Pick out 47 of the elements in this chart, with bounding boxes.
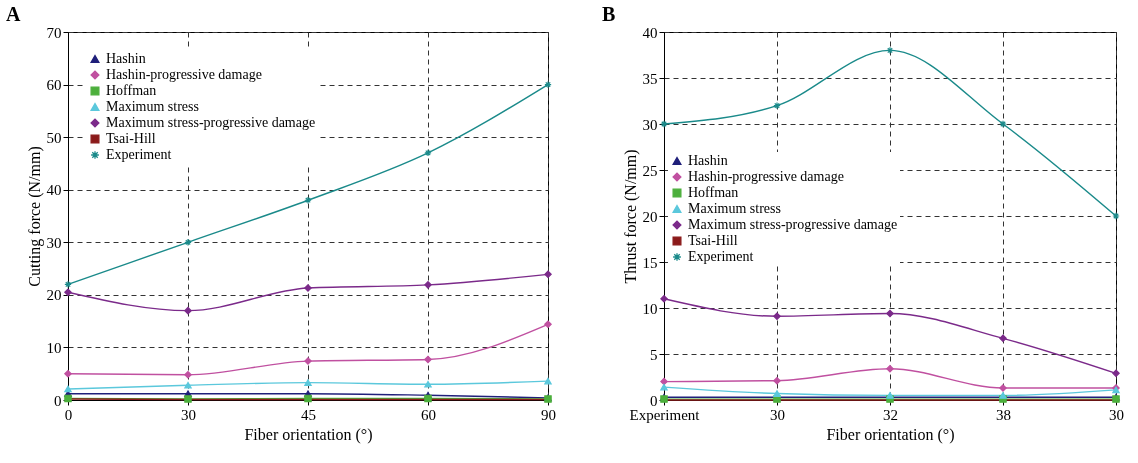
y-tick-label: 15: [642, 254, 658, 271]
y-tick-label: 25: [642, 162, 658, 179]
y-tick-label: 10: [642, 300, 658, 317]
x-tick-label: 30: [770, 406, 785, 423]
y-tick-label: 0: [650, 392, 658, 409]
y-tick-label: 10: [46, 339, 62, 356]
legend-label: Maximum stress-progressive damage: [688, 217, 898, 232]
y-tick-label: 40: [46, 182, 62, 199]
legend-label: Hoffman: [106, 83, 157, 98]
y-tick-label: 35: [642, 70, 658, 87]
y-tick-label: 0: [54, 392, 62, 409]
legend-label: Tsai-Hill: [106, 131, 156, 146]
y-tick-label: 30: [46, 234, 62, 251]
x-tick-label: 30: [181, 406, 196, 423]
legend-label: Tsai-Hill: [688, 233, 738, 248]
y-axis-title: Cutting force (N/mm): [25, 146, 44, 287]
x-tick-label: 30: [1109, 406, 1124, 423]
legend-label: Hashin: [688, 153, 728, 168]
y-tick-label: 70: [46, 24, 62, 41]
y-tick-label: 40: [642, 24, 658, 41]
legend-label: Hashin-progressive damage: [688, 169, 844, 184]
legend-label: Hashin: [106, 51, 146, 66]
x-tick-label: 45: [301, 406, 316, 423]
legend-label: Maximum stress: [688, 201, 781, 216]
legend-label: Maximum stress: [106, 99, 199, 114]
y-tick-label: 20: [642, 208, 658, 225]
x-tick-label: 90: [541, 406, 556, 423]
x-tick-label: 0: [64, 406, 73, 423]
x-tick-label: Experiment: [629, 406, 701, 423]
legend-label: Hashin-progressive damage: [106, 67, 262, 82]
x-tick-label: 38: [996, 406, 1011, 423]
chart-title: B: [602, 3, 616, 25]
y-tick-label: 60: [46, 77, 62, 94]
chart-title: A: [6, 3, 21, 25]
x-axis-title: Fiber orientation (°): [826, 425, 955, 444]
legend-label: Maximum stress-progressive damage: [106, 115, 316, 130]
legend-label: Experiment: [106, 147, 172, 162]
x-tick-label: 60: [421, 406, 436, 423]
legend-label: Hoffman: [688, 185, 739, 200]
y-tick-label: 30: [642, 116, 658, 133]
y-tick-label: 20: [46, 287, 62, 304]
legend-label: Experiment: [688, 249, 754, 264]
x-axis-title: Fiber orientation (°): [244, 425, 373, 444]
y-tick-label: 50: [46, 129, 62, 146]
y-axis-title: Thrust force (N/mm): [621, 149, 640, 284]
x-tick-label: 32: [883, 406, 898, 423]
y-tick-label: 5: [650, 346, 658, 363]
